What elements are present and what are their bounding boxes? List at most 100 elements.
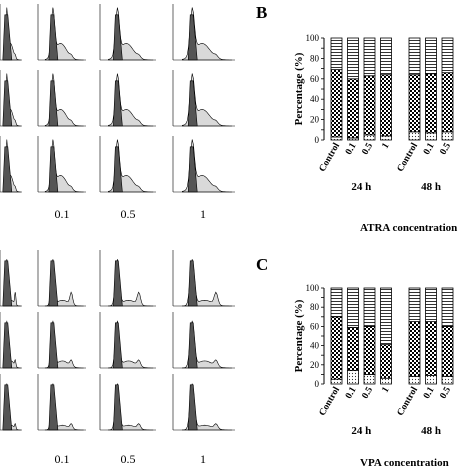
bar-segment xyxy=(380,74,392,137)
group-label: 48 h xyxy=(421,425,441,437)
histogram-peak xyxy=(113,14,123,61)
bar-segment xyxy=(330,136,343,141)
x-tick-label: Control xyxy=(318,141,343,174)
bar-segment xyxy=(330,37,343,71)
bar-segment xyxy=(441,37,454,74)
group-label: 48 h xyxy=(421,181,441,193)
histogram-peak xyxy=(48,80,59,127)
bar-segment xyxy=(363,37,376,77)
bar-segment xyxy=(347,287,359,328)
y-tick-label: 40 xyxy=(310,341,320,351)
x-tick-label: 0.1 xyxy=(344,141,359,157)
x-tick-label: 0.5 xyxy=(361,385,376,401)
histogram-peak xyxy=(2,260,13,307)
y-axis-label: Percentage (%) xyxy=(293,52,305,125)
x-tick-label: 0.5 xyxy=(439,141,454,157)
histogram-grid xyxy=(0,4,235,431)
bar-segment xyxy=(380,344,392,379)
x-tick-label: 0.1 xyxy=(344,385,359,401)
histogram-peak xyxy=(113,146,123,193)
group-label: 24 h xyxy=(351,425,371,437)
bar-segment xyxy=(425,321,437,376)
concentration-title-c: VPA concentration xyxy=(360,457,449,469)
bar-segment xyxy=(380,377,392,385)
bar-segment xyxy=(363,75,376,136)
bar-segment xyxy=(425,287,437,322)
dose-label: 0.5 xyxy=(121,207,136,221)
histogram-peak xyxy=(2,322,13,369)
bar-segment xyxy=(363,325,376,375)
histogram-peak xyxy=(2,384,13,431)
x-tick-label: 1 xyxy=(381,385,392,394)
bar-segment xyxy=(347,37,359,80)
y-tick-label: 100 xyxy=(306,33,320,43)
bar-segment xyxy=(408,287,421,322)
histogram-peak xyxy=(2,146,13,193)
histogram-peak xyxy=(113,80,123,127)
histogram-peak xyxy=(113,260,123,307)
histogram-peak xyxy=(48,322,59,369)
y-tick-label: 80 xyxy=(310,302,320,312)
bar-segment xyxy=(425,73,437,134)
bar-segment xyxy=(408,74,421,133)
x-tick-label: 0.5 xyxy=(439,385,454,401)
x-tick-label: Control xyxy=(396,141,421,174)
y-tick-label: 20 xyxy=(310,115,320,125)
bar-segment xyxy=(425,37,437,75)
bar-segment xyxy=(347,370,359,385)
y-tick-label: 40 xyxy=(310,94,320,104)
bar-segment xyxy=(380,287,392,346)
bar-segment xyxy=(347,326,359,371)
histogram-peak xyxy=(48,14,59,61)
dose-label: 1 xyxy=(200,452,206,466)
bar-segment xyxy=(441,131,454,141)
y-tick-label: 0 xyxy=(315,135,320,145)
bar-segment xyxy=(441,72,454,133)
histogram-peak xyxy=(187,384,198,431)
x-tick-label: 0.5 xyxy=(361,141,376,157)
y-tick-label: 60 xyxy=(310,321,320,331)
dose-label: 0.1 xyxy=(55,452,70,466)
bar-segment xyxy=(330,287,343,318)
y-tick-label: 100 xyxy=(306,283,320,293)
panel-letter-b: B xyxy=(256,3,267,22)
bar-segment xyxy=(425,374,437,385)
y-tick-label: 80 xyxy=(310,53,320,63)
bar-segment xyxy=(330,316,343,380)
histogram-peak xyxy=(48,146,59,193)
bar-segment xyxy=(408,321,421,377)
y-tick-label: 20 xyxy=(310,360,320,370)
histogram-peak xyxy=(2,80,13,127)
bar-segment xyxy=(408,131,421,141)
group-label: 24 h xyxy=(351,181,371,193)
bar-segment xyxy=(363,287,376,327)
x-tick-label: 0.1 xyxy=(422,385,437,401)
histogram-peak xyxy=(187,322,198,369)
bar-segment xyxy=(363,134,376,141)
bar-segment xyxy=(441,287,454,327)
panel-letter-c: C xyxy=(256,255,268,274)
dose-labels-bottom: 0.1 0.5 1 xyxy=(55,452,207,466)
bar-segment xyxy=(408,37,421,76)
bar-segment xyxy=(425,132,437,141)
y-axis-label: Percentage (%) xyxy=(293,299,305,372)
bar-segment xyxy=(441,375,454,385)
histogram-peak xyxy=(2,14,13,61)
y-tick-label: 60 xyxy=(310,74,320,84)
bar-segment xyxy=(380,135,392,141)
bar-segment xyxy=(408,375,421,385)
bar-segment xyxy=(347,78,359,139)
concentration-title-b: ATRA concentration xyxy=(360,222,457,234)
dose-labels-top: 0.1 0.5 1 xyxy=(55,207,207,221)
histogram-peak xyxy=(113,322,123,369)
histogram-peak xyxy=(187,260,198,307)
dose-label: 1 xyxy=(200,207,206,221)
dose-label: 0.5 xyxy=(121,452,136,466)
histogram-peak xyxy=(48,260,59,307)
x-tick-label: Control xyxy=(396,385,421,418)
x-tick-label: 1 xyxy=(381,141,392,150)
dose-label: 0.1 xyxy=(55,207,70,221)
bar-segment xyxy=(330,378,343,385)
